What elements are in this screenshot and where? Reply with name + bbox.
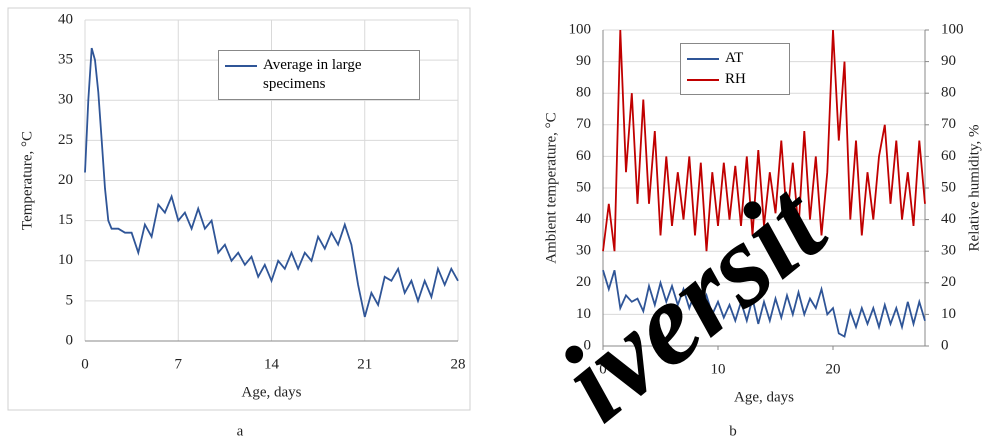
y-tick-label: 15 xyxy=(58,212,73,228)
y-tick-label: 0 xyxy=(66,332,74,348)
legend: Average in large specimens xyxy=(218,50,420,100)
y-tick-label: 100 xyxy=(569,21,592,37)
y2-axis-label: Relative humidity, % xyxy=(966,125,982,252)
x-tick-label: 0 xyxy=(81,356,89,372)
y2-tick-label: 70 xyxy=(941,116,956,132)
x-tick-label: 28 xyxy=(451,356,466,372)
y-tick-label: 50 xyxy=(576,179,591,195)
legend-entry: RH xyxy=(687,70,783,89)
x-axis-label: Age, days xyxy=(734,389,794,405)
y-tick-label: 40 xyxy=(576,211,591,227)
y2-tick-label: 100 xyxy=(941,21,964,37)
y2-tick-label: 0 xyxy=(941,337,949,353)
x-tick-label: 20 xyxy=(826,361,841,377)
legend-label: AT xyxy=(725,50,744,66)
legend-swatch xyxy=(225,65,257,67)
legend-entry: AT xyxy=(687,49,783,68)
x-tick-label: 10 xyxy=(711,361,726,377)
x-axis-label: Age, days xyxy=(242,384,302,400)
legend-entry: Average in large specimens xyxy=(225,56,413,94)
caption: b xyxy=(729,423,737,439)
y-tick-label: 60 xyxy=(576,148,591,164)
y-tick-label: 40 xyxy=(58,11,73,27)
y2-tick-label: 30 xyxy=(941,243,956,259)
data-line xyxy=(602,269,926,338)
y2-tick-label: 40 xyxy=(941,211,956,227)
x-tick-label: 7 xyxy=(175,356,183,372)
y-tick-label: 90 xyxy=(576,53,591,69)
y-tick-label: 0 xyxy=(584,337,592,353)
y-tick-label: 10 xyxy=(576,306,591,322)
y-tick-label: 70 xyxy=(576,116,591,132)
y2-tick-label: 80 xyxy=(941,85,956,101)
y-tick-label: 10 xyxy=(58,252,73,268)
x-tick-label: 21 xyxy=(357,356,372,372)
legend-swatch xyxy=(687,79,719,81)
y-tick-label: 80 xyxy=(576,85,591,101)
y2-tick-label: 10 xyxy=(941,306,956,322)
legend: AT RH xyxy=(680,43,790,95)
legend-label: Average in large specimens xyxy=(263,57,362,92)
y2-tick-label: 90 xyxy=(941,53,956,69)
y2-tick-label: 60 xyxy=(941,148,956,164)
y-tick-label: 35 xyxy=(58,52,73,68)
chart-frame xyxy=(7,7,471,411)
y2-tick-label: 50 xyxy=(941,179,956,195)
y-tick-label: 30 xyxy=(58,92,73,108)
y-tick-label: 20 xyxy=(576,274,591,290)
y-axis-label: Ambient temperature, °C xyxy=(543,112,559,263)
y-axis-label: Temperature, °C xyxy=(19,131,35,230)
y2-tick-label: 20 xyxy=(941,274,956,290)
legend-swatch xyxy=(687,58,719,60)
x-tick-label: 0 xyxy=(599,361,607,377)
caption: a xyxy=(237,423,244,439)
y-tick-label: 20 xyxy=(58,172,73,188)
y-tick-label: 30 xyxy=(576,243,591,259)
data-line xyxy=(84,47,459,318)
x-tick-label: 14 xyxy=(264,356,280,372)
data-line xyxy=(602,29,926,252)
y-tick-label: 25 xyxy=(58,132,73,148)
legend-label: RH xyxy=(725,71,746,87)
y-tick-label: 5 xyxy=(66,292,74,308)
